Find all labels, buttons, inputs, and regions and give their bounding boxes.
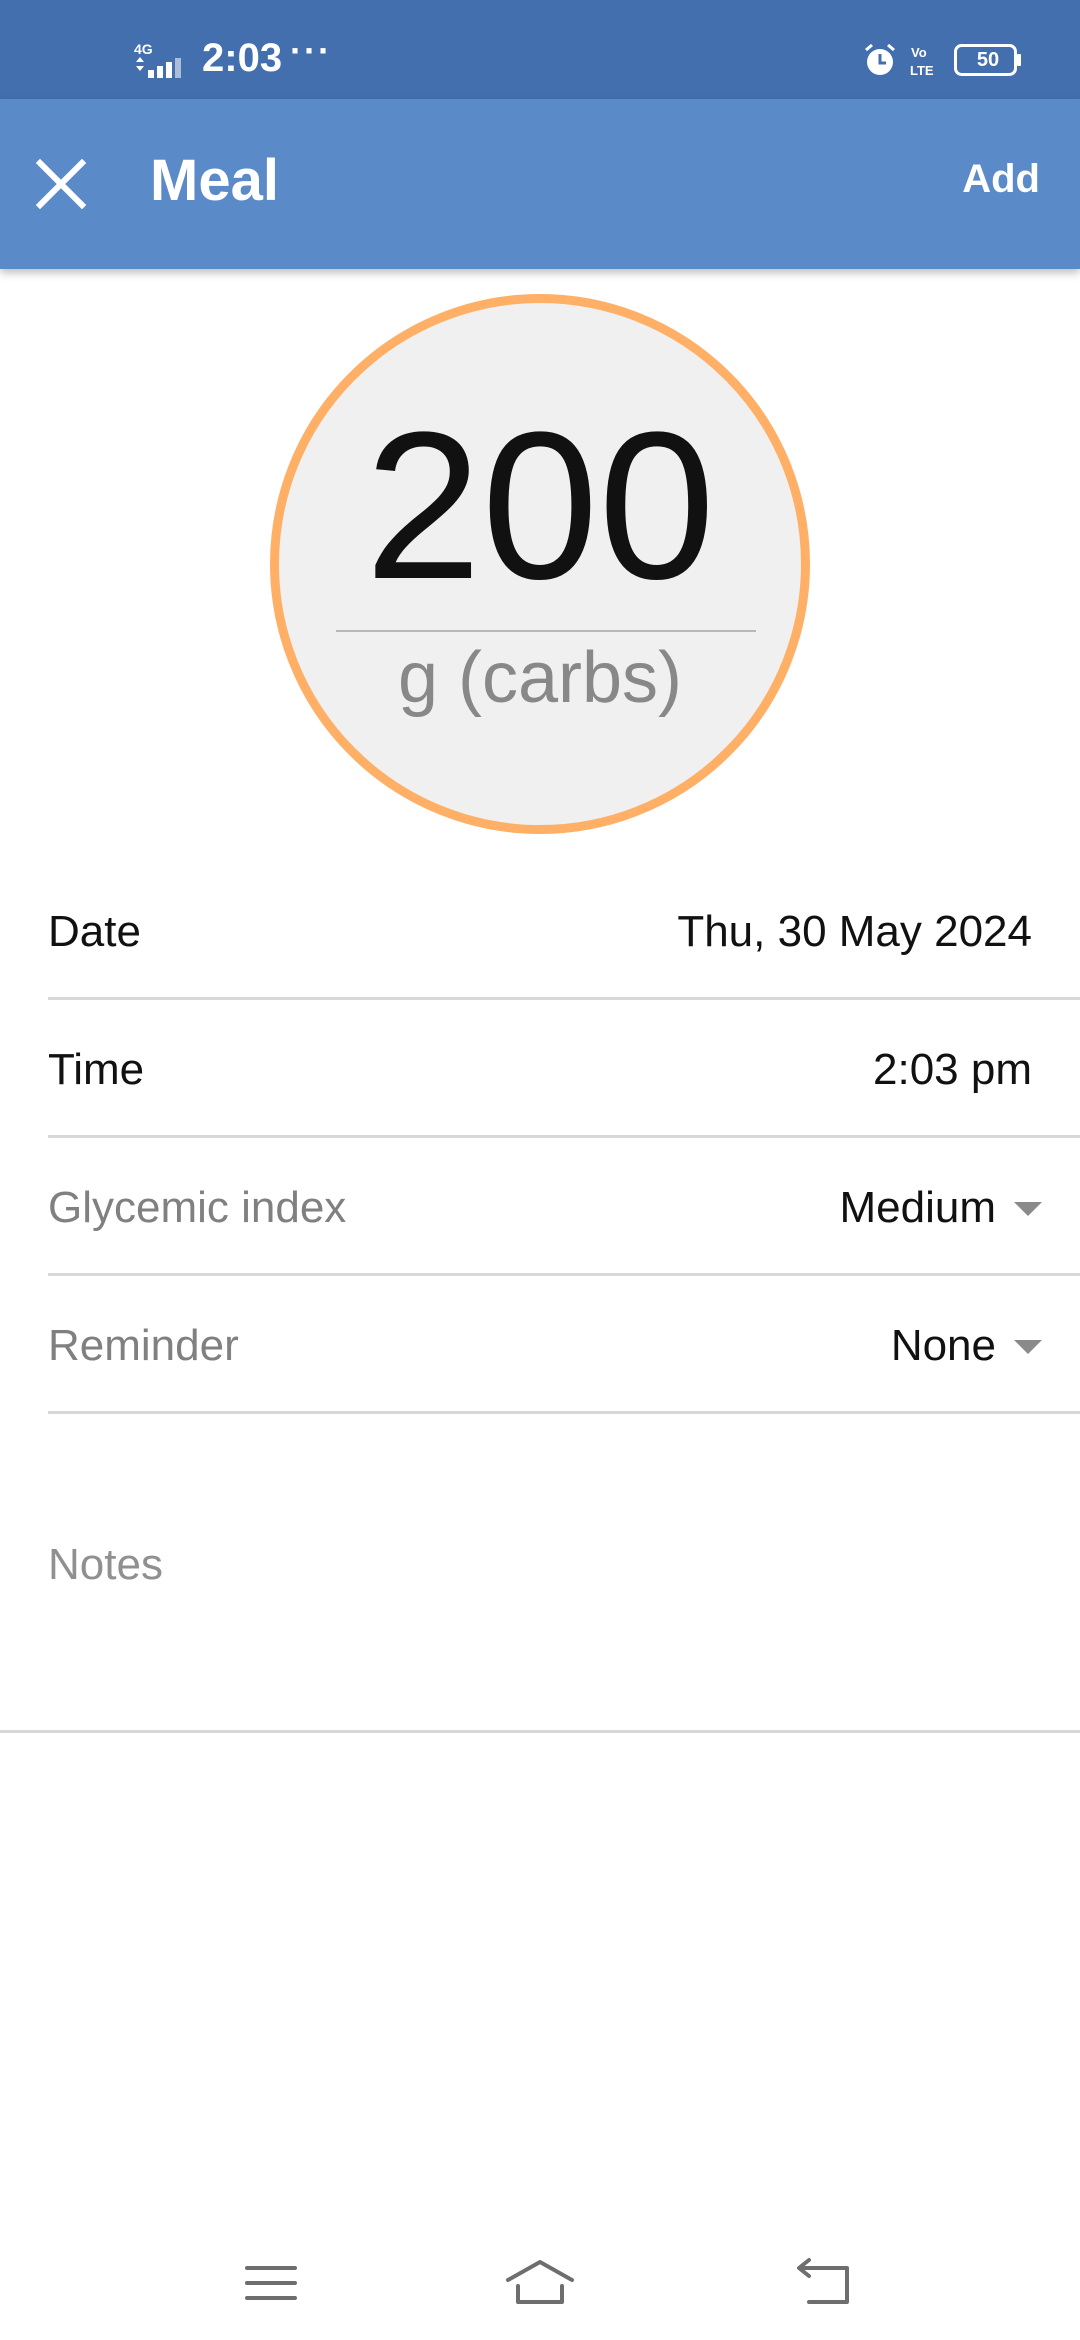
alarm-icon — [865, 43, 895, 75]
app-bar: Meal Add — [0, 99, 1080, 269]
menu-button[interactable] — [231, 2248, 311, 2318]
time-row[interactable]: Time 2:03 pm — [48, 1000, 1080, 1138]
status-time: 2:03 — [202, 36, 283, 80]
menu-icon — [245, 2266, 297, 2300]
notes-field[interactable]: Notes — [0, 1415, 1080, 1733]
glycemic-index-select[interactable]: Medium — [839, 1183, 997, 1232]
close-icon — [35, 158, 87, 210]
page-title: Meal — [150, 148, 279, 213]
carbs-input[interactable]: 200 g (carbs) — [270, 294, 810, 834]
dropdown-caret-icon — [1014, 1340, 1042, 1354]
date-row[interactable]: Date Thu, 30 May 2024 — [48, 862, 1080, 1000]
add-button[interactable]: Add — [962, 157, 1040, 201]
volte-icon: Vo LTE — [910, 45, 934, 78]
carbs-unit: g (carbs) — [397, 638, 683, 718]
time-label: Time — [48, 1045, 145, 1094]
status-bar: 4G 2:03 ··· Vo LTE 50 — [0, 0, 1080, 99]
carbs-divider — [336, 630, 756, 632]
svg-text:4G: 4G — [134, 41, 153, 57]
dropdown-caret-icon — [1014, 1202, 1042, 1216]
back-button[interactable] — [785, 2248, 865, 2318]
status-more-indicator: ··· — [290, 30, 332, 71]
date-label: Date — [48, 907, 141, 956]
home-icon — [506, 2260, 574, 2304]
glycemic-index-label: Glycemic index — [48, 1183, 347, 1232]
notes-placeholder: Notes — [48, 1540, 163, 1589]
date-value: Thu, 30 May 2024 — [677, 907, 1032, 956]
battery-icon: 50 — [954, 44, 1022, 76]
navigation-bar — [0, 2230, 1080, 2340]
svg-text:LTE: LTE — [910, 63, 934, 78]
reminder-select[interactable]: None — [890, 1321, 996, 1370]
reminder-label: Reminder — [48, 1321, 239, 1370]
close-button[interactable] — [28, 151, 94, 217]
svg-text:Vo: Vo — [911, 45, 927, 60]
reminder-row[interactable]: Reminder None — [48, 1276, 1080, 1414]
battery-level: 50 — [976, 49, 1000, 71]
time-value: 2:03 pm — [873, 1045, 1032, 1094]
glycemic-index-row[interactable]: Glycemic index Medium — [48, 1138, 1080, 1276]
home-button[interactable] — [500, 2248, 580, 2318]
back-icon — [797, 2258, 849, 2304]
signal-icon: 4G — [134, 41, 181, 78]
carbs-value: 200 — [364, 388, 716, 623]
